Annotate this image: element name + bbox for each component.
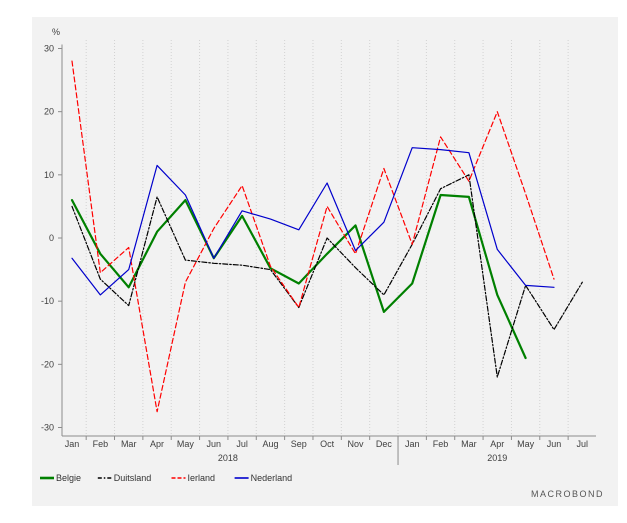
x-tick-label: Mar [461, 439, 477, 449]
y-tick-label: 20 [44, 107, 54, 117]
legend-label-belgie: Belgie [56, 473, 81, 483]
chart-panel [32, 17, 618, 506]
y-tick-label: -20 [41, 359, 54, 369]
x-tick-label: Mar [121, 439, 137, 449]
x-tick-label: Sep [291, 439, 307, 449]
x-tick-label: Jan [65, 439, 80, 449]
x-tick-label: Jun [206, 439, 221, 449]
year-label: 2019 [487, 453, 507, 463]
x-tick-label: Feb [433, 439, 449, 449]
x-tick-label: Apr [490, 439, 504, 449]
series-line-belgie [70, 193, 527, 360]
legend-label-ierland: Ierland [188, 473, 216, 483]
y-tick-label: -30 [41, 423, 54, 433]
x-tick-label: Oct [320, 439, 335, 449]
x-tick-label: Jul [577, 439, 589, 449]
series-line-ierland [71, 60, 555, 413]
x-tick-label: Nov [347, 439, 364, 449]
y-tick-label: -10 [41, 296, 54, 306]
y-unit-label: % [52, 27, 60, 37]
x-tick-label: Jul [236, 439, 248, 449]
y-tick-label: 0 [49, 233, 54, 243]
x-tick-label: Apr [150, 439, 164, 449]
year-label: 2018 [218, 453, 238, 463]
series-line-nederland [71, 147, 555, 296]
legend-label-nederland: Nederland [251, 473, 293, 483]
y-tick-label: 30 [44, 44, 54, 54]
y-tick-label: 10 [44, 170, 54, 180]
legend-label-duitsland: Duitsland [114, 473, 152, 483]
x-tick-label: Dec [376, 439, 393, 449]
x-tick-label: Jun [547, 439, 562, 449]
x-tick-label: Aug [262, 439, 278, 449]
series-line-duitsland [71, 174, 583, 378]
x-tick-label: Feb [93, 439, 109, 449]
x-tick-label: Jan [405, 439, 420, 449]
macrobond-watermark: MACROBOND [531, 489, 604, 499]
x-tick-label: May [517, 439, 535, 449]
x-tick-label: May [177, 439, 195, 449]
